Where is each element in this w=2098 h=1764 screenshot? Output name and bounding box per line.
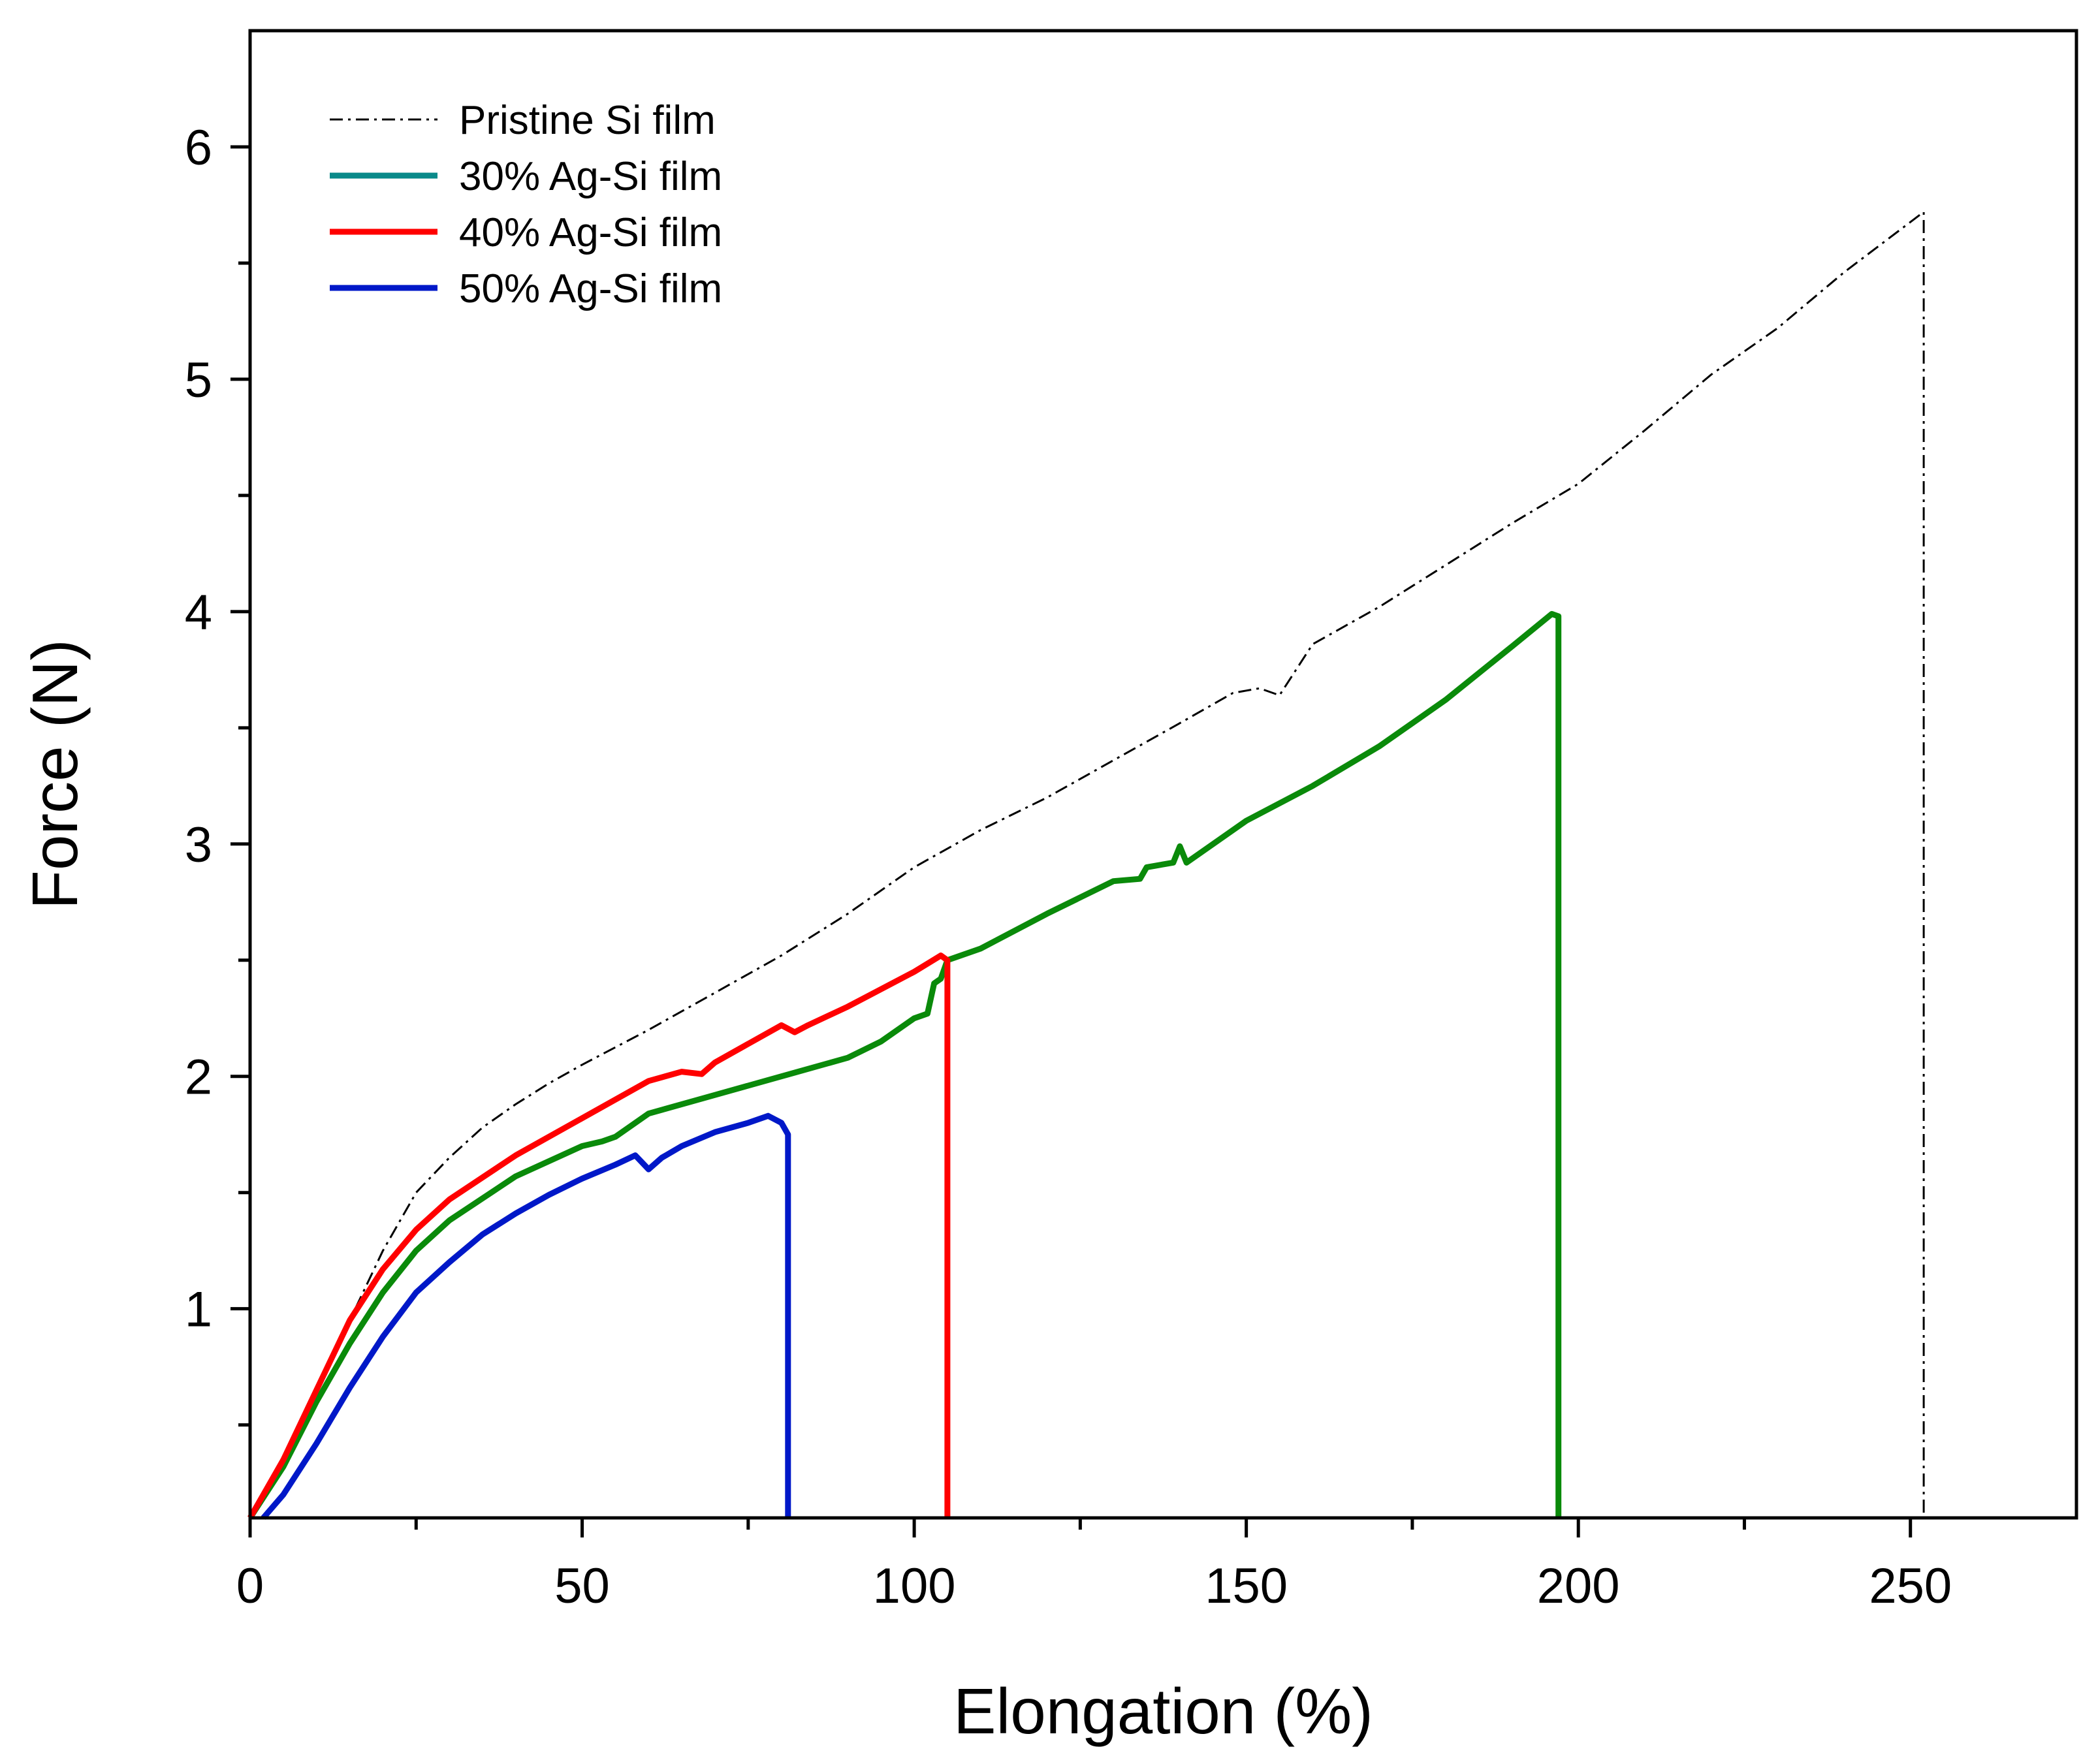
series-line-40-ag-si-film <box>247 953 951 1520</box>
x-axis-title: Elongation (%) <box>953 1675 1373 1747</box>
x-tick-label: 50 <box>554 1558 610 1614</box>
x-tick-label: 100 <box>873 1558 956 1614</box>
y-axis-title: Force (N) <box>19 639 91 909</box>
series-layer <box>247 211 1925 1520</box>
y-tick-label: 1 <box>185 1282 212 1338</box>
plot-frame <box>248 29 2078 1520</box>
legend-label: 50% Ag-Si film <box>459 266 722 311</box>
legend-label: 30% Ag-Si film <box>459 154 722 199</box>
x-tick-label: 150 <box>1205 1558 1288 1614</box>
y-tick-label: 2 <box>185 1050 212 1105</box>
x-tick-label: 250 <box>1869 1558 1952 1614</box>
x-axis-ticks: 0 50 100 150 200 250 <box>236 1518 1952 1614</box>
series-line-50-ag-si-film <box>261 1112 791 1520</box>
y-tick-label: 3 <box>185 817 212 873</box>
series-line-pristine-si-film <box>249 211 1925 1519</box>
y-tick-label: 6 <box>185 120 212 176</box>
y-tick-label: 4 <box>185 585 212 640</box>
legend: Pristine Si film 30% Ag-Si film 40% Ag-Si … <box>330 98 722 311</box>
legend-label: 40% Ag-Si film <box>459 210 722 255</box>
x-tick-label: 200 <box>1537 1558 1620 1614</box>
legend-label: Pristine Si film <box>459 98 716 143</box>
y-axis-ticks: 1 2 3 4 5 6 <box>185 120 250 1427</box>
series-line-30-ag-si-film <box>247 610 1562 1520</box>
x-tick-label: 0 <box>236 1558 264 1614</box>
y-tick-label: 5 <box>185 353 212 408</box>
